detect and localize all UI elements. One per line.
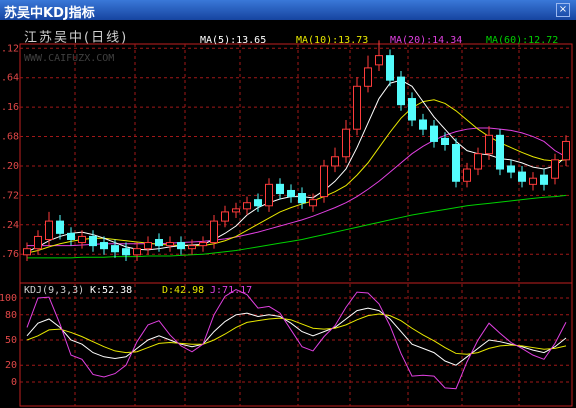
candle-body <box>78 235 86 244</box>
chart-title: 江苏吴中(日线) <box>24 30 128 46</box>
legend-value: 13.65 <box>236 35 266 46</box>
candle-body <box>496 134 504 170</box>
candle-body <box>34 235 42 250</box>
candle-body <box>452 144 460 182</box>
y-tick-label: 20 <box>5 360 17 371</box>
legend-name: D: <box>162 285 174 296</box>
candle-body <box>331 156 339 167</box>
candle-body <box>419 119 427 130</box>
legend-name: MA(20): <box>390 35 432 46</box>
candle-body <box>89 235 97 247</box>
candle-body <box>507 165 515 173</box>
candle-body <box>100 242 108 250</box>
candle-body <box>386 55 394 81</box>
candle-body <box>309 199 317 207</box>
candle-body <box>67 232 75 240</box>
candle-body <box>540 174 548 185</box>
candle-body <box>155 238 163 247</box>
candle-body <box>408 98 416 121</box>
y-tick-label: .72 <box>1 190 19 201</box>
legend-value: 71.17 <box>222 285 252 296</box>
line-series <box>26 307 567 366</box>
close-button[interactable]: × <box>556 3 570 17</box>
line-series <box>26 79 567 253</box>
candle-body <box>463 168 471 182</box>
candle-body <box>133 248 141 256</box>
candle-body <box>397 76 405 106</box>
watermark: WWW.CAIFUZX.COM <box>24 53 114 64</box>
candle-body <box>199 242 207 247</box>
line-series <box>27 194 567 259</box>
title-bar: 苏吴中KDJ指标 × <box>0 0 576 21</box>
candle-body <box>518 171 526 182</box>
y-tick-label: .12 <box>1 43 19 54</box>
legend-value: 12.72 <box>528 35 558 46</box>
candle-body <box>441 137 449 146</box>
legend-value: 42.98 <box>174 285 204 296</box>
candle-body <box>276 183 284 195</box>
candle-body <box>232 208 240 213</box>
legend-name: J: <box>210 285 222 296</box>
candle-body <box>320 165 328 198</box>
y-tick-label: 80 <box>5 310 17 321</box>
y-tick-label: .16 <box>1 102 19 113</box>
candle-body <box>353 85 361 130</box>
y-tick-label: 100 <box>0 293 17 304</box>
legend-name: MA(5): <box>200 35 236 46</box>
legend-value: 14.34 <box>432 35 462 46</box>
candle-body <box>375 55 383 66</box>
legend-value: 13.73 <box>338 35 368 46</box>
legend-name: MA(60): <box>486 35 528 46</box>
candle-body <box>188 245 196 250</box>
candle-body <box>254 199 262 207</box>
legend-entry: MA(10):13.73 <box>296 35 368 46</box>
candle-body <box>144 242 152 250</box>
candle-body <box>166 242 174 247</box>
panel-title: KDJ(9,3,3) <box>24 285 84 296</box>
candle-body <box>243 202 251 210</box>
candle-body <box>562 140 570 161</box>
legend-entry: D:42.98 <box>162 285 204 296</box>
legend-entry: MA(5):13.65 <box>200 35 266 46</box>
candle-body <box>529 177 537 185</box>
y-tick-label: .76 <box>1 249 19 260</box>
candle-body <box>23 248 31 256</box>
y-tick-label: 0 <box>11 377 17 388</box>
candle-body <box>364 67 372 87</box>
y-tick-label: .68 <box>1 132 19 143</box>
line-series <box>26 313 567 355</box>
legend-value: 52.38 <box>102 285 132 296</box>
candle-body <box>177 242 185 250</box>
candle-body <box>298 193 306 204</box>
line-series <box>26 99 567 254</box>
legend-entry: MA(20):14.34 <box>390 35 462 46</box>
candle-body <box>45 220 53 240</box>
candle-body <box>551 159 559 179</box>
line-series <box>26 289 567 390</box>
y-tick-label: .24 <box>1 220 19 231</box>
legend-entry: J:71.17 <box>210 285 252 296</box>
candle-body <box>430 125 438 142</box>
y-tick-label: .20 <box>1 161 19 172</box>
legend-name: MA(10): <box>296 35 338 46</box>
y-tick-label: 50 <box>5 335 17 346</box>
candle-body <box>474 153 482 170</box>
candle-body <box>287 189 295 198</box>
candle-body <box>342 128 350 158</box>
chart: .12 .64 .16 .68 .20 .72 .24 .76 WWW.CAIFUZX.COM 江… <box>0 30 573 407</box>
candle-body <box>221 211 229 222</box>
legend-entry: MA(60):12.72 <box>486 35 558 46</box>
candle-body <box>111 245 119 253</box>
candle-body <box>56 220 64 234</box>
legend-name: K: <box>90 285 102 296</box>
candle-body <box>210 220 218 244</box>
candle-body <box>122 248 130 256</box>
candle-body <box>485 134 493 155</box>
window-title: 苏吴中KDJ指标 <box>4 6 95 21</box>
candle-body <box>265 183 273 207</box>
y-tick-label: .64 <box>1 73 19 84</box>
legend-entry: K:52.38 <box>90 285 132 296</box>
